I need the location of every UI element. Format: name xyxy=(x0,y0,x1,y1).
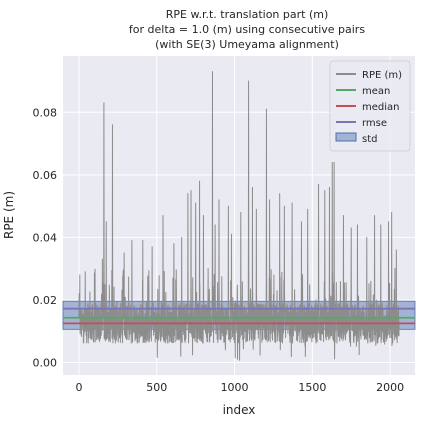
y-tick-label: 0.02 xyxy=(33,294,58,307)
x-axis-ticks: 0 500 1000 1500 2000 xyxy=(76,381,405,394)
y-tick-label: 0.06 xyxy=(33,169,58,182)
legend-label-mean: mean xyxy=(362,86,390,97)
x-tick-label: 0 xyxy=(76,381,83,394)
y-tick-label: 0.00 xyxy=(33,356,58,369)
x-axis-label: index xyxy=(223,403,256,417)
x-tick-label: 500 xyxy=(146,381,167,394)
legend: RPE (m) mean median rmse std xyxy=(329,60,411,152)
legend-box xyxy=(329,60,411,152)
rpe-line xyxy=(78,71,400,361)
legend-label-rpe: RPE (m) xyxy=(362,70,402,81)
legend-swatch-std xyxy=(335,132,357,142)
legend-label-rmse: rmse xyxy=(362,118,387,129)
y-tick-label: 0.04 xyxy=(33,231,58,244)
stat-lines xyxy=(63,307,415,325)
chart-title-line-1: RPE w.r.t. translation part (m) xyxy=(166,8,329,21)
legend-label-std: std xyxy=(362,134,377,145)
rpe-series xyxy=(78,71,400,361)
x-tick-label: 2000 xyxy=(376,381,404,394)
y-tick-label: 0.08 xyxy=(33,106,58,119)
legend-label-median: median xyxy=(362,102,400,113)
y-axis-label: RPE (m) xyxy=(2,191,16,239)
chart-title-line-2: for delta = 1.0 (m) using consecutive pa… xyxy=(129,23,365,36)
x-tick-label: 1000 xyxy=(221,381,249,394)
x-tick-label: 1500 xyxy=(298,381,326,394)
y-axis-ticks: 0.00 0.02 0.04 0.06 0.08 xyxy=(33,106,58,369)
chart-title-line-3: (with SE(3) Umeyama alignment) xyxy=(155,38,339,51)
